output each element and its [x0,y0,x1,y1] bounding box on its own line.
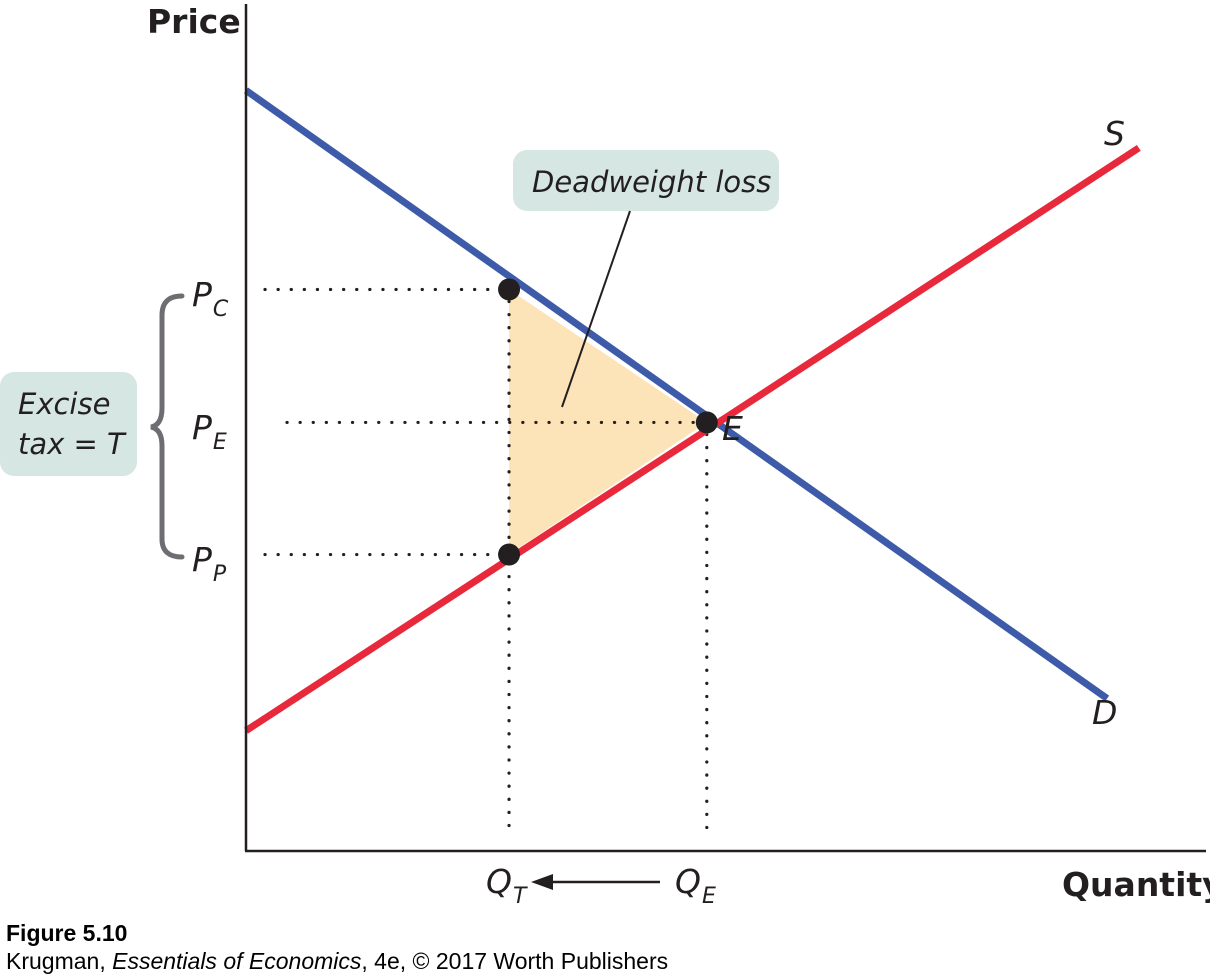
point-markers [498,278,718,566]
x-axis-title: Quantity [1062,865,1210,904]
y-tick-pp: PP [192,540,227,587]
equilibrium-label: E [722,409,743,448]
deadweight-loss-area [509,289,707,555]
dotted-guides [263,287,709,840]
dwl-callout-text: Deadweight loss [532,165,771,199]
quantity-reduction-arrow [531,874,660,890]
figure-number: Figure 5.10 [6,920,128,946]
supply-curve-label: S [1104,114,1125,153]
marker-equilibrium [695,411,718,434]
x-tick-qe: QE [675,862,716,909]
dwl-callout-pointer [561,210,631,408]
x-tick-qt: QT [486,862,528,909]
marker-producer-price [498,543,521,566]
supply-curve [244,145,1141,734]
figure-source: Krugman, Essentials of Economics, 4e, © … [6,948,668,975]
demand-curve [243,87,1110,702]
source-title: Essentials of Economics [112,948,362,974]
source-edition: , 4e, © 2017 Worth Publishers [361,948,669,974]
y-axis-title: Price [147,2,241,41]
tax-callout-line2: tax = T [18,427,127,461]
tax-brace [150,293,185,560]
dwl-callout-box [513,150,779,211]
source-author: Krugman, [6,948,113,974]
y-tick-pc: PC [192,275,229,322]
marker-consumer-price [498,278,521,301]
demand-curve-label: D [1092,693,1117,732]
y-tick-pe: PE [192,408,227,455]
tax-callout-line1: Excise [18,387,110,421]
tax-callout-box [0,372,137,476]
